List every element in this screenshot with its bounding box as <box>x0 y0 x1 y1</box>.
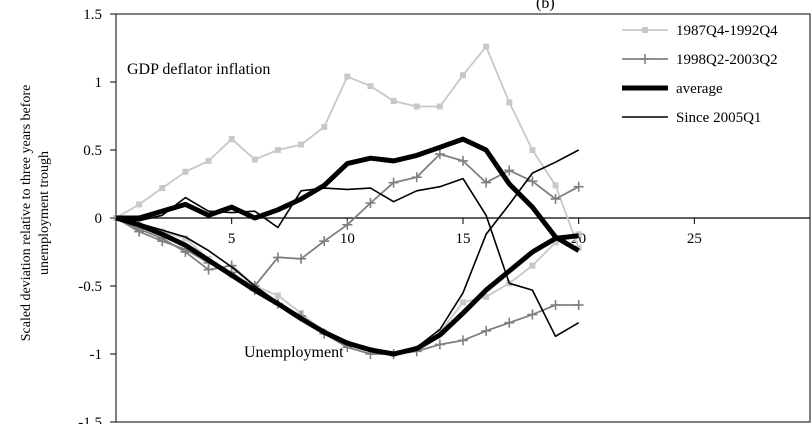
x-tick-label: 10 <box>340 231 355 247</box>
data-point <box>251 156 258 163</box>
x-tick-label: 15 <box>456 231 471 247</box>
series-layer <box>111 43 584 359</box>
inflation-annotation: GDP deflator inflation <box>127 61 270 78</box>
legend-label: average <box>676 81 723 97</box>
data-point <box>434 149 445 160</box>
data-point <box>460 299 466 306</box>
data-point <box>388 177 399 188</box>
y-tick-label: 0.5 <box>83 143 102 159</box>
data-point <box>458 335 468 346</box>
data-point <box>134 226 145 237</box>
data-point <box>550 300 561 311</box>
legend-item-1987q4-1992q4: 1987Q4-1992Q4 <box>622 23 778 39</box>
data-point <box>344 73 351 80</box>
legend: 1987Q4-1992Q4 1998Q2-2003Q2 average Since 2… <box>622 23 778 126</box>
data-point <box>413 103 420 110</box>
legend-item-average: average <box>622 81 723 97</box>
legend-item-since-2005q1: Since 2005Q1 <box>622 110 761 126</box>
y-tick-label: 1.5 <box>83 7 102 23</box>
data-point <box>573 181 584 192</box>
data-point <box>321 123 328 130</box>
y-axis-label: Scaled deviation relative to three years… <box>19 85 52 342</box>
data-point <box>274 292 281 299</box>
data-point <box>296 253 307 264</box>
legend-label: 1998Q2-2003Q2 <box>676 52 778 68</box>
data-point <box>527 176 538 187</box>
data-point <box>504 165 515 176</box>
series-average-unemp <box>115 215 579 357</box>
y-axis-label-line1: Scaled deviation relative to three years… <box>19 85 34 342</box>
data-point <box>159 185 166 192</box>
data-point <box>575 231 582 238</box>
legend-label: Since 2005Q1 <box>676 110 761 126</box>
data-point <box>205 157 212 164</box>
data-point <box>550 193 561 204</box>
data-point <box>527 309 538 320</box>
data-point <box>483 293 490 300</box>
data-point <box>481 325 492 336</box>
legend-item-1998q2-2003q2: 1998Q2-2003Q2 <box>622 52 778 68</box>
data-point <box>411 172 422 183</box>
data-point <box>458 155 468 166</box>
series-line <box>116 136 580 253</box>
legend-marker <box>640 54 650 64</box>
series-average-infl <box>116 136 580 253</box>
data-point <box>434 339 445 350</box>
unemployment-annotation: Unemployment <box>244 344 344 361</box>
data-point <box>365 198 376 209</box>
chart-title-fragment: (b) <box>536 0 555 12</box>
data-point <box>157 236 168 247</box>
data-point <box>436 103 443 110</box>
data-point <box>182 168 189 175</box>
y-tick-label: -1.5 <box>78 415 102 424</box>
data-point <box>460 72 466 79</box>
series-line <box>115 215 579 357</box>
y-axis-label-line2: unemployment trough <box>37 151 52 275</box>
data-point <box>298 141 305 148</box>
y-ticks: 1.5 1 0.5 0 -0.5 -1 -1.5 <box>78 7 116 424</box>
data-point <box>483 43 490 50</box>
data-point <box>274 147 281 153</box>
data-point <box>319 236 330 247</box>
data-point <box>136 201 143 208</box>
y-tick-label: -0.5 <box>78 279 102 295</box>
data-point <box>552 182 559 189</box>
data-point <box>272 252 283 263</box>
data-point <box>228 136 235 143</box>
data-point <box>182 235 189 242</box>
legend-marker <box>642 27 648 33</box>
y-tick-label: 0 <box>95 211 103 227</box>
data-point <box>367 83 374 90</box>
data-point <box>573 300 584 311</box>
data-point <box>504 317 515 328</box>
series-line <box>115 177 580 338</box>
data-point <box>506 99 513 106</box>
data-point <box>552 239 559 246</box>
y-tick-label: -1 <box>90 347 103 363</box>
data-point <box>529 262 536 269</box>
data-point <box>481 177 492 188</box>
legend-label: 1987Q4-1992Q4 <box>676 23 778 39</box>
y-tick-label: 1 <box>95 75 103 91</box>
x-tick-label: 25 <box>687 231 702 247</box>
data-point <box>529 147 536 153</box>
series-since-2005q1-infl <box>115 177 580 338</box>
series-1987q4-1992q4-infl <box>113 43 582 251</box>
x-ticks: 5 10 15 20 25 <box>116 217 810 247</box>
data-point <box>390 98 397 105</box>
x-tick-label: 5 <box>228 231 236 247</box>
data-point <box>342 219 353 230</box>
